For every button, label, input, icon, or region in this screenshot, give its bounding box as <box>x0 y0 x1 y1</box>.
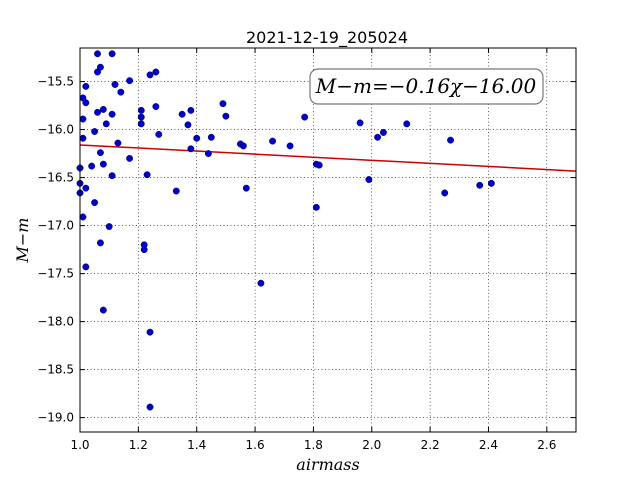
chart-title: 2021-12-19_205024 <box>246 28 408 48</box>
fit-equation: M−m=−0.16χ−16.00 <box>315 74 537 98</box>
x-tick-label: 2.2 <box>421 438 440 452</box>
data-point <box>178 110 186 118</box>
data-point <box>187 106 195 114</box>
data-point <box>286 142 294 150</box>
data-point <box>126 77 134 85</box>
data-point <box>105 223 113 231</box>
data-point <box>108 50 116 58</box>
data-point <box>79 213 87 221</box>
data-point <box>82 184 90 192</box>
data-point <box>193 134 201 142</box>
annotation-box <box>309 68 544 105</box>
data-point <box>222 112 230 120</box>
fit-line <box>79 144 577 172</box>
data-point <box>441 189 449 197</box>
y-tick-label: −18.5 <box>37 363 74 377</box>
data-point <box>94 108 101 116</box>
data-point <box>487 179 495 187</box>
data-point <box>82 99 90 107</box>
data-point <box>152 68 160 76</box>
data-point <box>172 187 180 195</box>
data-point <box>146 328 154 336</box>
y-tick-label: −17.5 <box>37 267 74 281</box>
data-point <box>94 50 101 58</box>
data-point <box>82 263 90 271</box>
data-point <box>96 239 104 247</box>
plot-frame <box>79 47 577 433</box>
data-point <box>146 71 154 79</box>
data-point <box>102 120 110 128</box>
data-point <box>91 128 99 135</box>
data-point <box>315 161 323 169</box>
data-point <box>242 184 250 192</box>
data-point <box>184 121 192 129</box>
data-point <box>301 113 309 121</box>
data-point <box>126 154 134 162</box>
y-tick-label: −16.5 <box>37 171 74 185</box>
data-point <box>79 134 87 142</box>
data-point <box>82 82 90 90</box>
data-point <box>96 149 104 157</box>
data-point <box>476 181 484 189</box>
x-tick-label: 1.2 <box>129 438 148 452</box>
data-point <box>140 241 148 249</box>
y-tick-label: −19.0 <box>37 411 74 425</box>
data-point <box>143 171 151 179</box>
data-point <box>403 120 411 128</box>
data-point <box>379 129 387 136</box>
data-point <box>99 160 107 168</box>
data-point <box>88 162 96 170</box>
data-point <box>207 133 215 141</box>
data-point <box>111 81 119 88</box>
data-point <box>114 139 122 147</box>
data-point <box>187 145 195 153</box>
x-tick-label: 2.0 <box>362 438 381 452</box>
data-point <box>374 133 382 141</box>
x-tick-label: 1.6 <box>246 438 265 452</box>
data-point <box>108 110 116 118</box>
data-point <box>356 119 364 127</box>
x-axis-label: airmass <box>296 455 359 474</box>
data-point <box>108 172 116 180</box>
data-point <box>204 150 212 158</box>
y-tick-label: −16.0 <box>37 123 74 137</box>
data-point <box>99 105 107 113</box>
y-axis-ticks: −15.5 −16.0 −16.5 −17.0 −17.5 −18.0 −18.5 −19.0 <box>37 75 576 425</box>
data-point <box>91 199 99 207</box>
data-point <box>365 176 373 183</box>
data-point <box>152 103 160 111</box>
y-axis-label: M−m <box>13 218 32 264</box>
data-point <box>269 137 277 145</box>
data-point <box>447 136 454 144</box>
data-point <box>99 306 107 314</box>
y-tick-label: −15.5 <box>37 75 74 89</box>
x-tick-label: 2.4 <box>479 438 498 452</box>
x-tick-label: 1.0 <box>70 438 89 452</box>
data-point <box>96 63 104 71</box>
data-point <box>117 88 125 96</box>
fit-line-group <box>79 144 577 172</box>
data-point <box>79 115 87 123</box>
y-tick-label: −18.0 <box>37 315 74 329</box>
data-point <box>137 113 145 121</box>
x-axis-ticks: 1.0 1.2 1.4 1.6 1.8 2.0 2.2 2.4 2.6 <box>70 48 556 452</box>
data-points <box>76 50 495 411</box>
data-point <box>219 100 227 108</box>
x-tick-label: 1.8 <box>304 438 323 452</box>
fit-annotation: M−m=−0.16χ−16.00 <box>309 68 544 105</box>
data-point <box>155 130 163 138</box>
data-point <box>239 142 247 150</box>
x-tick-label: 2.6 <box>537 438 556 452</box>
data-point <box>137 106 145 114</box>
x-tick-label: 1.4 <box>187 438 206 452</box>
data-point <box>137 120 145 128</box>
data-point <box>257 279 265 287</box>
data-point <box>146 403 154 411</box>
y-tick-label: −17.0 <box>37 219 74 233</box>
data-point <box>312 203 320 211</box>
